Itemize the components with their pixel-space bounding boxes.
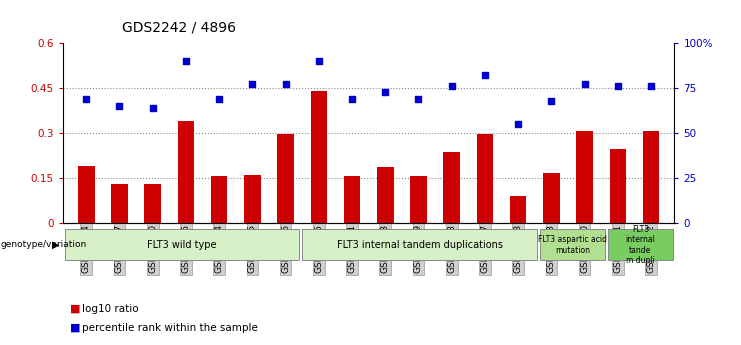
Text: GSM48584: GSM48584	[215, 224, 224, 273]
Point	[313, 58, 325, 64]
Bar	[540, 229, 605, 260]
Text: FLT3 aspartic acid
mutation: FLT3 aspartic acid mutation	[538, 235, 607, 255]
Text: GSM48253: GSM48253	[547, 224, 556, 273]
Point	[147, 105, 159, 110]
Text: GSM48254: GSM48254	[82, 224, 90, 273]
Text: ■: ■	[70, 304, 81, 314]
Text: GSM48503: GSM48503	[381, 224, 390, 274]
Text: GSM48539: GSM48539	[414, 224, 423, 274]
Bar	[178, 121, 194, 223]
Point	[213, 96, 225, 101]
Point	[612, 83, 624, 89]
Text: GSM48543: GSM48543	[448, 224, 456, 273]
Bar	[543, 173, 559, 223]
Bar	[510, 196, 526, 223]
Text: FLT3 internal tandem duplications: FLT3 internal tandem duplications	[336, 240, 502, 250]
Text: ▶: ▶	[52, 240, 59, 250]
Point	[512, 121, 524, 127]
Point	[180, 58, 192, 64]
Bar	[476, 134, 494, 223]
Text: FLT3
internal
tande
m dupli: FLT3 internal tande m dupli	[625, 225, 655, 265]
Bar	[302, 229, 536, 260]
Text: FLT3 wild type: FLT3 wild type	[147, 240, 216, 250]
Text: genotype/variation: genotype/variation	[1, 240, 87, 249]
Bar	[576, 131, 593, 223]
Text: GSM48507: GSM48507	[115, 224, 124, 274]
Text: GSM48588: GSM48588	[514, 224, 522, 274]
Bar	[244, 175, 261, 223]
Bar	[310, 91, 327, 223]
Text: percentile rank within the sample: percentile rank within the sample	[82, 323, 257, 333]
Point	[279, 82, 291, 87]
Bar	[211, 176, 227, 223]
Point	[579, 82, 591, 87]
Point	[479, 73, 491, 78]
Bar	[144, 184, 161, 223]
Point	[247, 82, 259, 87]
Text: GSM48350: GSM48350	[580, 224, 589, 274]
Text: ■: ■	[70, 323, 81, 333]
Point	[545, 98, 557, 103]
Bar	[411, 176, 427, 223]
Text: GSM48255: GSM48255	[314, 224, 323, 273]
Bar	[64, 229, 299, 260]
Bar	[277, 134, 294, 223]
Text: GSM48586: GSM48586	[281, 224, 290, 274]
Bar	[78, 166, 95, 223]
Text: GSM48541: GSM48541	[614, 224, 622, 273]
Text: GSM48252: GSM48252	[647, 224, 656, 273]
Bar	[642, 131, 659, 223]
Point	[413, 96, 425, 101]
Text: GSM48587: GSM48587	[480, 224, 490, 274]
Point	[446, 83, 458, 89]
Bar	[443, 152, 460, 223]
Text: GSM48501: GSM48501	[348, 224, 356, 274]
Bar	[111, 184, 127, 223]
Text: GSM48585: GSM48585	[247, 224, 257, 274]
Bar	[377, 167, 393, 223]
Point	[645, 83, 657, 89]
Text: GDS2242 / 4896: GDS2242 / 4896	[122, 21, 236, 35]
Point	[346, 96, 358, 101]
Bar	[344, 176, 360, 223]
Text: GSM48546: GSM48546	[182, 224, 190, 273]
Point	[80, 96, 92, 101]
Point	[379, 89, 391, 94]
Bar	[610, 149, 626, 223]
Text: log10 ratio: log10 ratio	[82, 304, 138, 314]
Point	[113, 103, 125, 109]
Text: GSM48510: GSM48510	[148, 224, 157, 274]
Bar	[608, 229, 673, 260]
